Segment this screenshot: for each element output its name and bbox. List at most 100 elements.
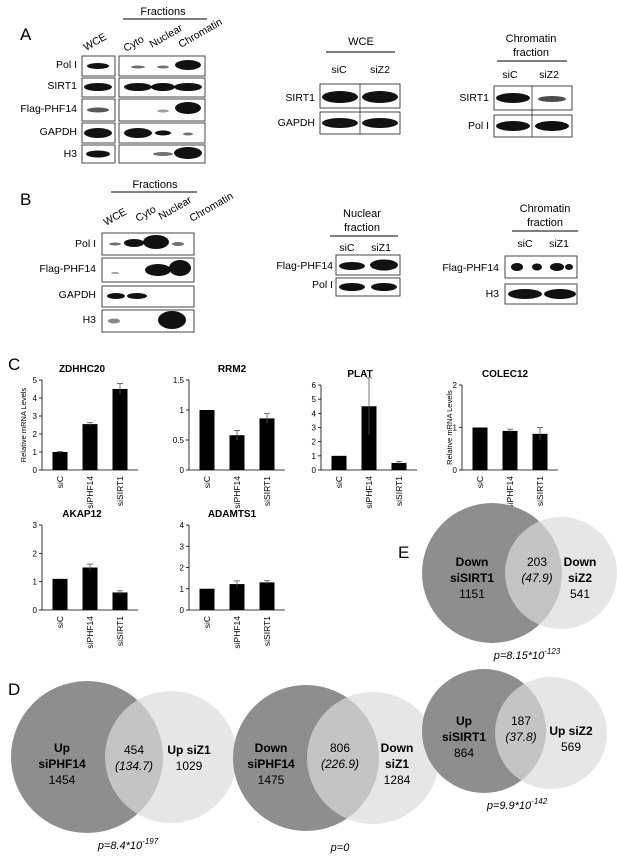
x-tick-label: siSIRT1 [535,476,545,506]
venn-d-up: Up siPHF14 1454 454 (134.7) Up siZ1 1029… [11,681,237,852]
row-label: Pol I [468,120,489,132]
p-value-exponent: -123 [544,647,561,656]
bar-siphf14 [361,406,377,470]
bar-sisirt1 [259,418,275,470]
venn-set-right [307,692,439,824]
bar-sic [52,578,68,610]
venn-set-right [105,691,237,823]
panel-b-nuclear-blot: Nuclear fraction siC siZ1 Flag-PHF14 Pol… [276,208,401,297]
y-tick-label: 3 [33,521,38,530]
venn-right-count: 569 [561,740,581,754]
venn-left-label-2: siPHF14 [247,757,295,771]
y-tick-label: 4 [33,394,38,403]
panel-a-fractions-blot: Fractions WCE Cyto Nuclear Chromatin Pol… [20,6,225,164]
x-tick-label: siC [202,616,212,628]
bar-sic [472,427,488,470]
bar-sic [199,588,215,610]
x-tick-label: siC [475,476,485,488]
venn-right-count: 541 [570,587,590,601]
y-tick-label: 1 [33,448,38,457]
x-tick-label: siC [334,476,344,488]
y-tick-label: 6 [312,381,317,390]
panel-a-wce-header: WCE [348,36,374,48]
venn-e-down: Down siSIRT1 1151 203 (47.9) Down siZ2 5… [422,503,617,662]
venn-right-label: Up siZ1 [167,743,211,757]
venn-overlap-expected: (226.9) [321,757,359,771]
x-tick-label: siSIRT1 [394,476,404,506]
y-tick-label: 5 [33,376,38,385]
bar-sic [199,410,215,470]
bar-sic [331,455,347,470]
lane-label: WCE [82,31,109,54]
lane-label: siZ2 [370,64,390,76]
lane-label: siC [502,69,518,81]
y-tick-label: 4 [312,409,317,418]
venn-overlap-expected: (134.7) [115,759,153,773]
y-axis-label: Relative mRNA Levels [445,390,454,465]
panel-d-letter: D [8,680,20,699]
lane-label: WCE [102,206,129,229]
panel-c: C ZDHHC20 0 1 2 3 4 5 Relative mRNA Levels siC si… [8,355,558,649]
y-tick-label: 2 [33,430,38,439]
y-tick-label: 2 [180,564,185,573]
row-label: Pol I [56,59,77,71]
row-label: Flag-PHF14 [20,103,77,115]
p-value-base: p=9.9*10 [486,800,532,812]
lane-label: siC [339,242,355,254]
panel-b-fractions-header: Fractions [132,179,178,191]
venn-e-up: Up siSIRT1 864 187 (37.8) Up siZ2 569 p=… [422,669,607,812]
x-tick-label: siPHF14 [232,616,242,649]
venn-overlap-count: 203 [527,555,547,569]
y-tick-label: 0 [33,466,38,475]
venn-set-right [495,677,607,789]
x-tick-label: siSIRT1 [115,476,125,506]
bar-siphf14 [82,567,98,610]
x-tick-label: siPHF14 [85,476,95,509]
y-tick-label: 2 [453,381,458,390]
bar-chart-rrm2: RRM2 0 0.5 1 1.5 siC siPHF14 siSIRT1 [173,364,285,509]
panel-b-chromatin-header: Chromatin [520,203,571,215]
venn-right-label: Down [564,555,597,569]
y-tick-label: 1.5 [173,376,185,385]
venn-left-label-2: siSIRT1 [442,730,486,744]
chart-title: COLEC12 [482,369,529,380]
x-tick-label: siPHF14 [85,616,95,649]
panel-c-charts: ZDHHC20 0 1 2 3 4 5 Relative mRNA Levels siC siPH… [19,364,558,649]
panel-a-letter: A [20,25,32,44]
y-tick-label: 1 [453,424,458,433]
x-tick-label: siPHF14 [505,476,515,509]
venn-left-label: Down [255,741,288,755]
x-tick-label: siPHF14 [232,476,242,509]
chart-title: ADAMTS1 [208,509,257,520]
x-tick-label: siC [55,476,65,488]
panel-b-chromatin-blot: Chromatin fraction siC siZ1 Flag-PHF14 H… [442,203,578,305]
x-tick-label: siPHF14 [364,476,374,509]
panel-d: D Up siPHF14 1454 454 (134.7) Up siZ1 10… [8,680,439,854]
y-tick-label: 2 [312,438,317,447]
bar-chart-adamts1: ADAMTS1 0 1 2 3 4 siC siPHF14 siSIRT1 [180,509,285,649]
venn-left-count: 864 [454,746,474,760]
panel-b-letter: B [20,190,31,209]
lane-label: Cyto [134,203,159,224]
venn-overlap-count: 454 [124,743,144,757]
y-tick-label: 1 [312,452,317,461]
venn-overlap-count: 187 [511,714,531,728]
venn-left-label: Down [456,555,489,569]
y-tick-label: 1 [180,585,185,594]
bar-sisirt1 [532,433,548,470]
venn-overlap-expected: (47.9) [521,571,552,585]
p-value-exponent: -142 [531,797,548,806]
row-label: GAPDH [40,126,77,138]
lane-label: siZ1 [549,238,569,250]
venn-d-down: Down siPHF14 1475 806 (226.9) Down siZ1 … [233,685,439,854]
bar-siphf14 [229,435,245,470]
panel-a-wce-blot: WCE siC siZ2 SIRT1 GAPDH [278,36,401,135]
venn-right-label: Up siZ2 [549,724,593,738]
row-label: Flag-PHF14 [442,262,499,274]
row-label: GAPDH [278,117,315,129]
row-label: Pol I [75,238,96,250]
lane-label: Chromatin [177,16,225,51]
venn-p-value: p=9.9*10-142 [486,797,548,812]
venn-right-label-2: siZ2 [568,571,592,585]
